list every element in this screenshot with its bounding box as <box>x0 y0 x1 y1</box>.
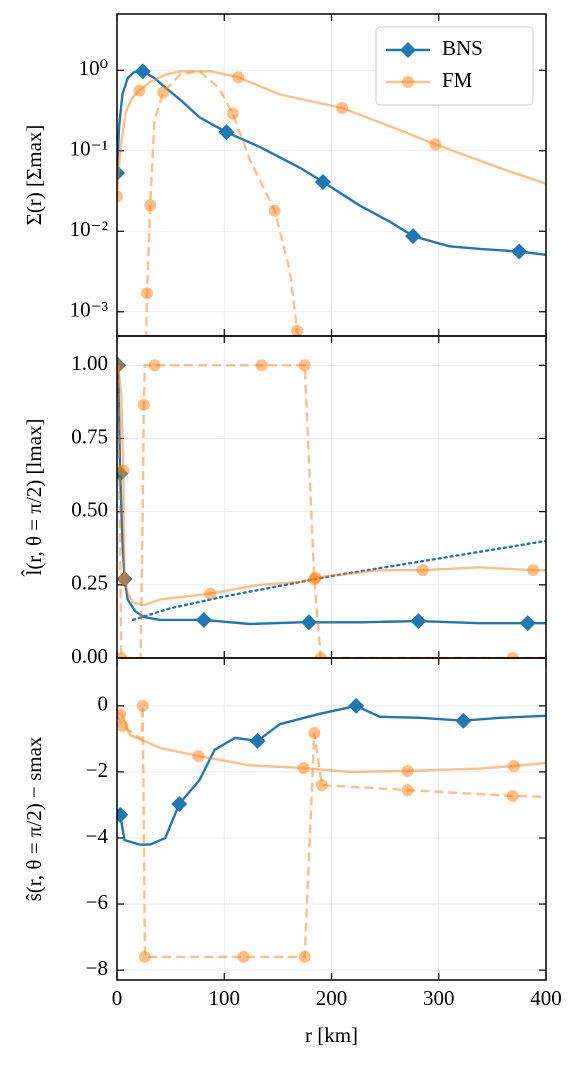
marker <box>410 613 427 630</box>
marker <box>429 138 442 151</box>
marker <box>171 795 188 812</box>
series-line <box>117 704 546 846</box>
marker <box>405 228 422 245</box>
marker <box>527 564 540 577</box>
marker <box>308 572 321 585</box>
legend-label: BNS <box>442 36 483 60</box>
y-axis-label: l̂(r, θ = π/2) [lmax] <box>21 418 46 577</box>
marker <box>348 697 365 714</box>
panel: 10⁻³ 10⁻² 10⁻¹ 10⁰ Σ(r) [Σmax] BNS FM <box>22 13 547 337</box>
marker <box>134 63 151 80</box>
marker <box>117 464 130 477</box>
legend-marker <box>400 42 416 58</box>
marker <box>506 790 519 803</box>
legend-label: FM <box>442 68 473 92</box>
y-tick-label: 10⁻¹ <box>70 137 108 161</box>
marker <box>314 173 331 190</box>
marker <box>148 359 161 372</box>
y-tick-label: 10⁰ <box>79 56 108 80</box>
marker <box>401 784 414 797</box>
series-line <box>144 70 300 336</box>
marker <box>314 652 327 658</box>
series-line <box>117 364 546 626</box>
marker <box>300 614 317 631</box>
marker <box>157 86 170 99</box>
marker <box>232 71 245 84</box>
y-axis-label: ŝ(r, θ = π/2) − smax <box>22 736 46 901</box>
y-tick-label: 10⁻³ <box>70 298 108 322</box>
y-tick-label: 0 <box>98 692 109 716</box>
y-tick-label: −2 <box>86 758 108 782</box>
marker <box>249 732 266 749</box>
legend-box <box>375 26 534 106</box>
x-tick-label: 200 <box>316 986 348 1010</box>
marker <box>117 359 125 372</box>
marker <box>507 759 520 772</box>
marker <box>195 611 212 628</box>
marker <box>117 806 129 823</box>
marker <box>117 190 123 203</box>
marker <box>192 750 205 763</box>
y-tick-label: 1.00 <box>71 351 108 375</box>
series-line <box>131 539 546 622</box>
marker <box>204 587 217 600</box>
marker <box>455 712 472 729</box>
plot-area <box>117 697 546 963</box>
x-tick-label: 400 <box>530 986 562 1010</box>
marker <box>141 287 154 300</box>
series-line <box>117 70 546 197</box>
marker <box>255 359 268 372</box>
marker <box>298 950 311 963</box>
marker <box>137 398 150 411</box>
marker <box>268 204 281 217</box>
marker <box>117 708 127 721</box>
marker <box>416 564 429 577</box>
marker <box>226 107 239 120</box>
series-line <box>117 710 546 774</box>
y-tick-label: 10⁻² <box>70 217 108 241</box>
marker <box>133 84 146 97</box>
marker <box>297 761 310 774</box>
marker <box>511 243 528 260</box>
y-tick-label: −4 <box>86 824 109 848</box>
marker <box>117 719 129 732</box>
y-tick-label: 0.00 <box>71 644 108 668</box>
legend-marker <box>402 76 414 88</box>
x-axis-label: r [km] <box>305 1023 358 1047</box>
marker <box>401 764 414 777</box>
plot-area <box>117 63 546 336</box>
y-tick-label: −8 <box>86 956 108 980</box>
plot-area <box>117 357 546 658</box>
axes-frame <box>116 657 547 981</box>
marker <box>519 615 536 632</box>
marker <box>291 324 304 336</box>
x-tick-label: 300 <box>423 986 455 1010</box>
marker <box>218 124 235 141</box>
marker <box>308 726 321 739</box>
y-tick-label: −6 <box>86 890 108 914</box>
marker <box>336 101 349 114</box>
panel: 0 100 200 300 400 −8 −6 −4 −2 0 ŝ(r, θ = π/2) − sm… <box>22 657 562 1047</box>
marker <box>136 699 149 712</box>
marker <box>117 652 128 658</box>
marker <box>144 199 157 212</box>
marker <box>138 950 151 963</box>
marker <box>237 950 250 963</box>
x-tick-label: 0 <box>112 986 123 1010</box>
y-tick-label: 0.75 <box>71 424 108 448</box>
x-tick-label: 100 <box>209 986 241 1010</box>
marker <box>315 779 328 792</box>
marker <box>298 359 311 372</box>
y-tick-label: 0.50 <box>71 497 108 521</box>
panel: 0.00 0.25 0.50 0.75 1.00 l̂(r, θ = π/2) [lmax… <box>21 335 547 668</box>
y-axis-label: Σ(r) [Σmax] <box>22 125 46 226</box>
series-line <box>117 365 546 607</box>
y-tick-label: 0.25 <box>71 571 108 595</box>
marker <box>506 652 519 658</box>
